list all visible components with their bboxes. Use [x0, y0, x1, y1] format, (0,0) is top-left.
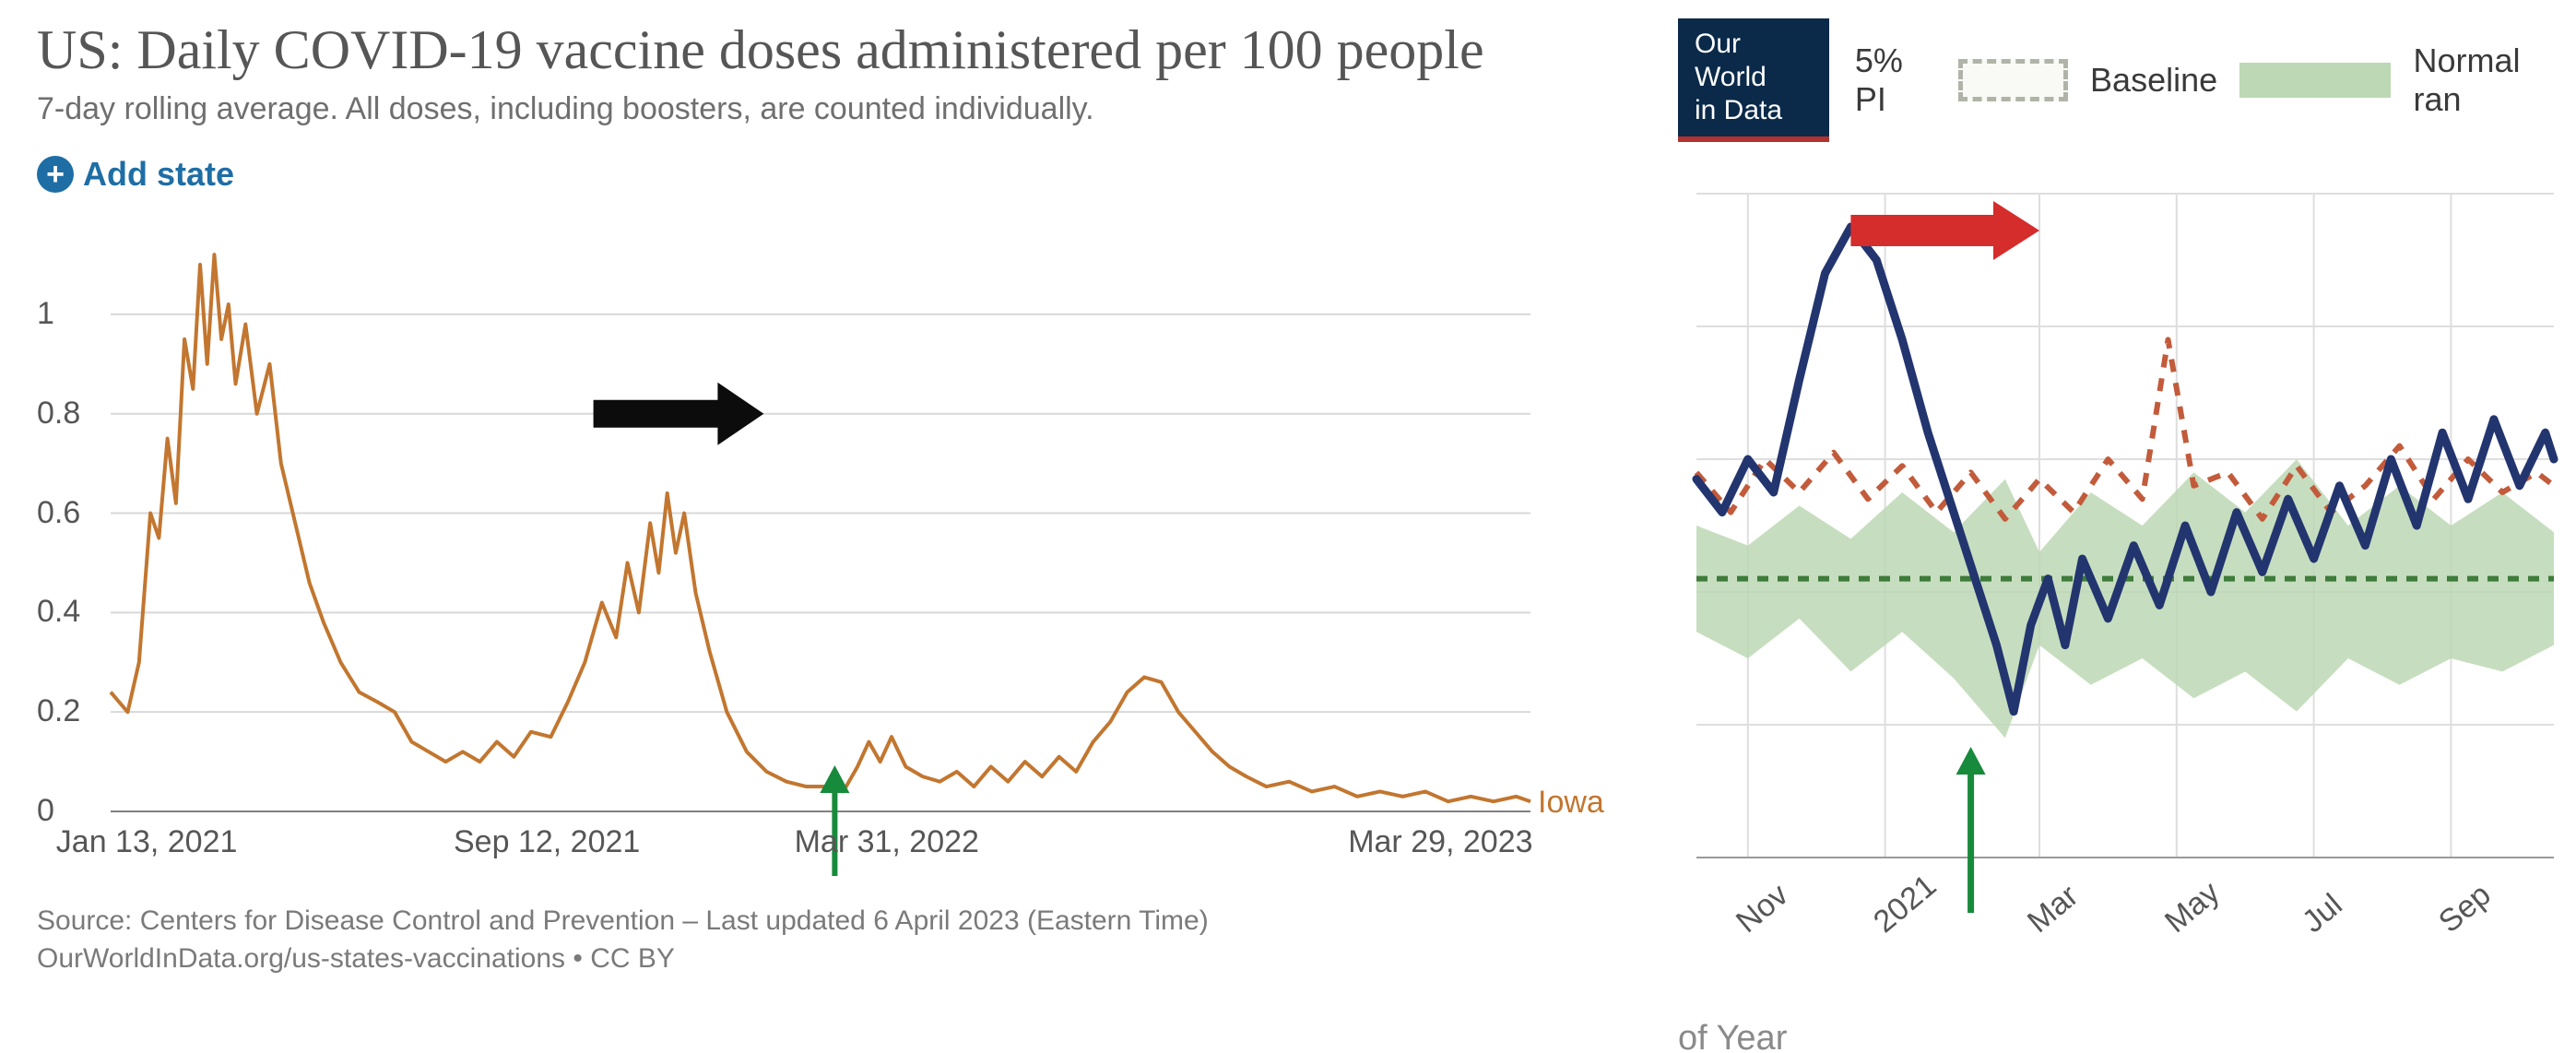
add-state-label: Add state: [83, 155, 234, 194]
source-line-1: Source: Centers for Disease Control and …: [37, 903, 1623, 941]
owid-badge: Our World in Data: [1678, 18, 1829, 142]
x-tick-label: Mar 29, 2023: [1348, 824, 1532, 860]
source-line-2: OurWorldInData.org/us-states-vaccination…: [37, 941, 1623, 978]
owid-line1: Our World: [1695, 28, 1813, 94]
of-year-label: of Year: [1678, 1019, 2563, 1053]
excess-chart: Nov2021MarMayJulSep: [1678, 175, 2563, 917]
y-tick-label: 0.6: [37, 495, 80, 531]
legend-pi-label: 5% PI: [1855, 41, 1936, 119]
owid-line2: in Data: [1695, 94, 1813, 127]
y-tick-label: 0.4: [37, 594, 80, 630]
legend-normal-swatch: [2239, 63, 2391, 98]
legend-baseline-swatch: [1958, 59, 2069, 101]
x-tick-label: Sep 12, 2021: [454, 824, 640, 860]
chart-title: US: Daily COVID-19 vaccine doses adminis…: [37, 18, 1623, 82]
plus-icon: +: [37, 156, 74, 193]
legend-baseline-label: Baseline: [2090, 61, 2217, 100]
vaccine-chart-svg: [37, 212, 1623, 876]
add-state-button[interactable]: + Add state: [37, 155, 1623, 194]
x-tick-label: Mar 31, 2022: [795, 824, 979, 860]
right-chart-panel: Our World in Data 5% PI Baseline Normal …: [1678, 18, 2563, 1053]
y-tick-label: 0.8: [37, 396, 80, 432]
chart-source: Source: Centers for Disease Control and …: [37, 903, 1623, 977]
chart-legend: 5% PI Baseline Normal ran: [1855, 41, 2563, 119]
excess-chart-svg: [1678, 175, 2563, 913]
legend-normal-label: Normal ran: [2413, 41, 2563, 119]
right-chart-header: Our World in Data 5% PI Baseline Normal …: [1678, 18, 2563, 142]
x-tick-label: Jan 13, 2021: [56, 824, 238, 860]
y-tick-label: 0.2: [37, 693, 80, 729]
chart-subtitle: 7-day rolling average. All doses, includ…: [37, 91, 1623, 127]
y-tick-label: 1: [37, 296, 54, 332]
series-label-iowa: Iowa: [1538, 785, 1632, 821]
y-tick-label: 0: [37, 793, 54, 829]
left-chart-panel: US: Daily COVID-19 vaccine doses adminis…: [37, 18, 1623, 977]
vaccine-chart: 0 0.2 0.4 0.6 0.8 1 Jan 13, 2021 Sep 12, 2021 M…: [37, 212, 1623, 881]
